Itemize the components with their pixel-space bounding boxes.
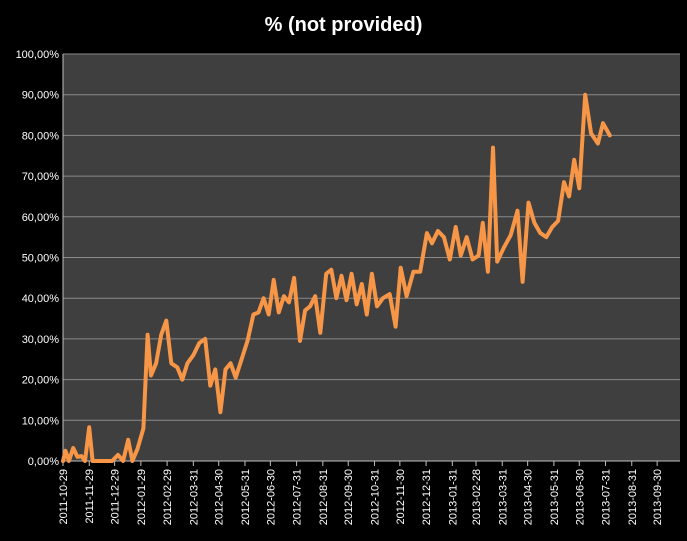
y-tick-label: 40,00% (22, 293, 60, 305)
series-line (61, 92, 612, 463)
x-tick-label: 2011-10-29 (58, 469, 70, 524)
y-tick-label: 50,00% (22, 253, 60, 265)
x-tick-label: 2011-11-29 (84, 469, 96, 524)
x-tick-label: 2011-12-29 (110, 469, 122, 524)
x-tick-label: 2012-02-29 (162, 469, 174, 525)
x-axis: 2011-10-29 2011-11-29 2011-12-29 2012-01-29… (58, 460, 680, 525)
x-tick-label: 2012-09-30 (343, 469, 355, 525)
x-tick-label: 2013-02-28 (471, 469, 483, 525)
x-tick-label: 2012-07-31 (292, 469, 304, 525)
x-tick-label: 2012-11-30 (395, 469, 407, 524)
x-tick-label: 2013-08-31 (627, 469, 639, 525)
y-tick-label: 80,00% (22, 130, 60, 142)
x-tick-label: 2013-05-31 (549, 469, 561, 525)
y-tick-label: 100,00% (16, 49, 60, 61)
x-tick-label: 2012-12-31 (421, 469, 433, 525)
y-tick-label: 30,00% (22, 334, 60, 346)
x-tick-label: 2013-09-30 (652, 469, 664, 525)
y-tick-label: 0,00% (28, 456, 59, 468)
x-tick-label: 2012-04-30 (214, 469, 226, 525)
x-tick-label: 2013-01-31 (447, 469, 459, 525)
x-tick-label: 2013-07-31 (601, 469, 613, 525)
chart-title: % (not provided) (265, 14, 423, 36)
y-axis: 0,00% 10,00% 20,00% 30,00% 40,00% 50,00% 60,00… (16, 49, 64, 468)
x-tick-label: 2012-10-31 (369, 469, 381, 525)
x-tick-label: 2012-08-31 (318, 469, 330, 525)
x-tick-label: 2013-06-30 (574, 469, 586, 525)
y-tick-label: 10,00% (22, 415, 60, 427)
x-tick-label: 2012-01-29 (136, 469, 148, 525)
y-tick-label: 60,00% (22, 212, 60, 224)
x-tick-label: 2013-04-30 (523, 469, 535, 525)
x-tick-label: 2012-05-31 (240, 469, 252, 525)
x-tick-label: 2012-03-31 (188, 469, 200, 525)
y-tick-label: 20,00% (22, 375, 60, 387)
y-tick-label: 90,00% (22, 90, 60, 102)
x-tick-label: 2013-03-31 (497, 469, 509, 525)
y-tick-label: 70,00% (22, 171, 60, 183)
series-group (61, 92, 612, 463)
x-tick-label: 2012-06-30 (265, 469, 277, 525)
